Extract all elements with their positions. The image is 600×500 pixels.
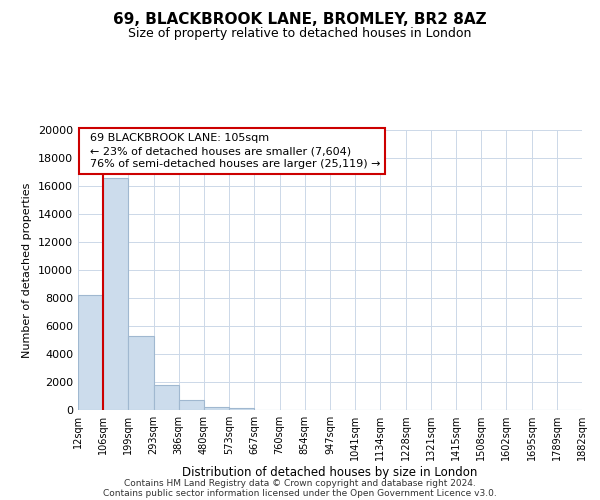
Text: Size of property relative to detached houses in London: Size of property relative to detached ho… <box>128 28 472 40</box>
Bar <box>103 178 128 410</box>
Text: 69, BLACKBROOK LANE, BROMLEY, BR2 8AZ: 69, BLACKBROOK LANE, BROMLEY, BR2 8AZ <box>113 12 487 28</box>
Bar <box>204 406 229 410</box>
Y-axis label: Number of detached properties: Number of detached properties <box>22 182 32 358</box>
Text: Contains public sector information licensed under the Open Government Licence v3: Contains public sector information licen… <box>103 488 497 498</box>
Bar <box>229 408 254 410</box>
Text: Contains HM Land Registry data © Crown copyright and database right 2024.: Contains HM Land Registry data © Crown c… <box>124 478 476 488</box>
Bar <box>154 385 179 410</box>
Bar <box>128 336 154 410</box>
X-axis label: Distribution of detached houses by size in London: Distribution of detached houses by size … <box>182 466 478 479</box>
Bar <box>78 295 103 410</box>
Bar <box>179 400 204 410</box>
Text: 69 BLACKBROOK LANE: 105sqm
  ← 23% of detached houses are smaller (7,604)
  76% : 69 BLACKBROOK LANE: 105sqm ← 23% of deta… <box>83 133 380 169</box>
